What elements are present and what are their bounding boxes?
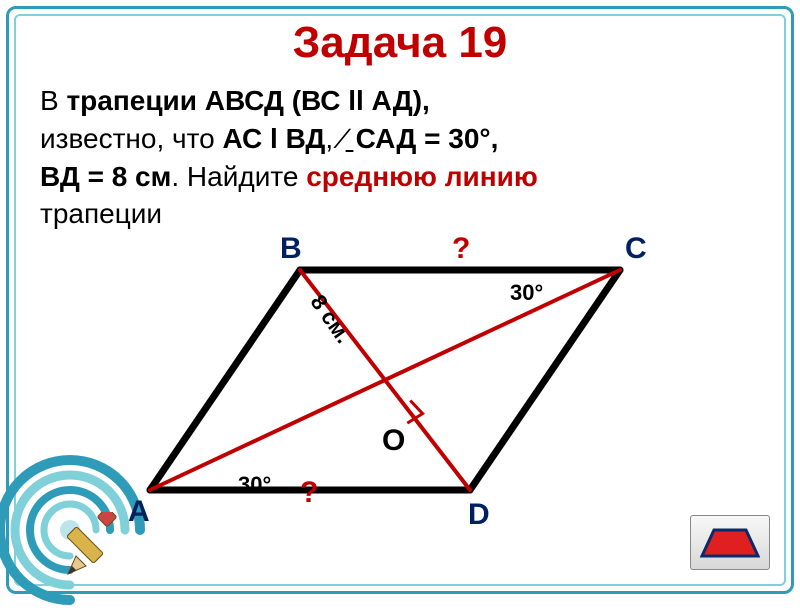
vertex-label-d: D [468,498,490,532]
problem-statement: В трапеции АВСД (ВС ll АД), известно, чт… [40,82,760,233]
txt-highlight: среднюю линию [306,161,538,192]
vertex-label-a: А [128,495,150,529]
angle-label-2: 30° [510,280,543,306]
next-button[interactable] [690,515,770,570]
angle-label-1: 30° [238,472,271,498]
txt-bold: АС l ВД [222,123,325,154]
slide-title: Задача 19 [0,18,800,68]
vertex-label-o: О [382,424,405,458]
pencil-icon [60,512,130,582]
txt: В [40,85,66,116]
vertex-label-b: В [280,232,302,266]
txt: , [325,123,341,154]
txt: трапеции [40,198,162,229]
txt: . Найдите [171,161,306,192]
question-label-2: ? [300,476,318,510]
diagram-svg [130,240,690,570]
vertex-label-c: С [625,232,647,266]
geometry-diagram: А В С D О 30° 30° ? ? 8 см. [130,240,690,570]
question-label-1: ? [452,232,470,266]
txt-bold: ВД = 8 см [40,161,171,192]
txt-bold: САД = 30°, [356,123,499,154]
txt-bold: трапеции АВСД (ВС ll АД), [66,85,429,116]
trapezoid-icon [700,526,760,560]
txt: известно, что [40,123,222,154]
